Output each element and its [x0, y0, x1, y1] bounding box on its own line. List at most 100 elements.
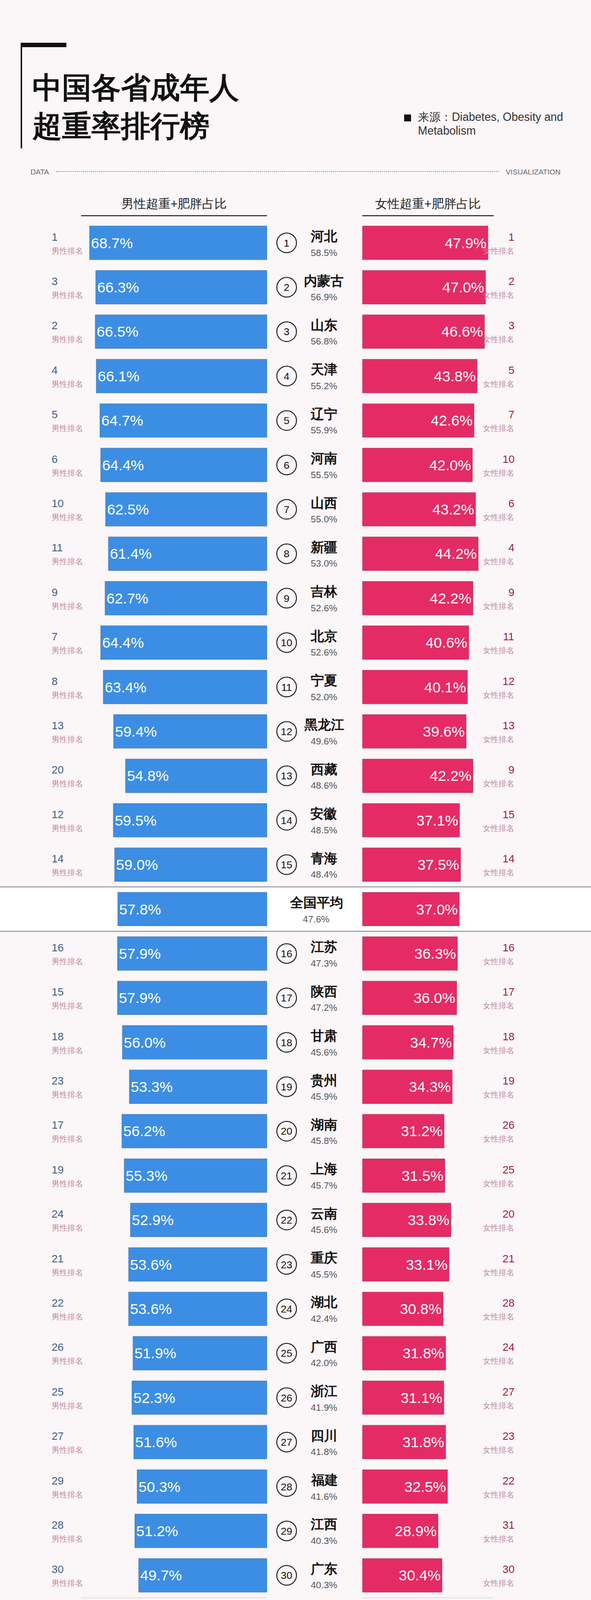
svg-text:28: 28 — [502, 1297, 515, 1310]
svg-text:21: 21 — [51, 1253, 64, 1266]
svg-text:4: 4 — [283, 370, 290, 383]
svg-text:男性排名: 男性排名 — [51, 868, 84, 878]
svg-text:上海: 上海 — [310, 1162, 338, 1178]
svg-text:24: 24 — [51, 1208, 64, 1221]
svg-text:30.8%: 30.8% — [399, 1301, 442, 1318]
svg-text:16: 16 — [502, 942, 515, 955]
svg-text:51.2%: 51.2% — [136, 1523, 178, 1540]
svg-text:47.3%: 47.3% — [310, 958, 338, 970]
svg-text:13: 13 — [280, 770, 293, 782]
svg-text:25: 25 — [51, 1386, 64, 1399]
svg-text:26: 26 — [502, 1119, 515, 1132]
svg-text:辽宁: 辽宁 — [310, 407, 338, 422]
svg-text:女性排名: 女性排名 — [482, 1446, 515, 1455]
svg-text:1: 1 — [51, 231, 58, 244]
svg-text:56.8%: 56.8% — [310, 336, 338, 347]
svg-text:20: 20 — [502, 1208, 515, 1221]
svg-text:47.0%: 47.0% — [442, 279, 485, 296]
svg-text:47.6%: 47.6% — [302, 914, 330, 925]
svg-text:37.5%: 37.5% — [417, 856, 460, 874]
svg-text:42.0%: 42.0% — [310, 1358, 338, 1369]
svg-text:女性排名: 女性排名 — [482, 1357, 515, 1366]
svg-text:4: 4 — [51, 364, 58, 377]
svg-text:51.6%: 51.6% — [135, 1434, 178, 1451]
svg-text:30: 30 — [51, 1564, 64, 1577]
svg-text:59.5%: 59.5% — [114, 812, 157, 829]
svg-text:32.5%: 32.5% — [404, 1479, 446, 1496]
svg-text:5: 5 — [51, 408, 58, 421]
svg-text:22: 22 — [502, 1475, 515, 1488]
svg-text:52.3%: 52.3% — [133, 1390, 176, 1407]
svg-text:贵州: 贵州 — [310, 1073, 338, 1089]
svg-text:女性排名: 女性排名 — [482, 1224, 515, 1233]
svg-text:7: 7 — [508, 408, 515, 421]
svg-text:43.2%: 43.2% — [432, 501, 474, 518]
svg-text:女性排名: 女性排名 — [482, 957, 515, 967]
svg-text:2: 2 — [283, 281, 290, 294]
svg-text:62.5%: 62.5% — [107, 501, 149, 518]
svg-text:男性排名: 男性排名 — [51, 1091, 84, 1100]
svg-text:男性排名: 男性排名 — [51, 1535, 84, 1544]
svg-text:57.9%: 57.9% — [118, 945, 161, 963]
svg-text:男性排名: 男性排名 — [51, 1180, 84, 1189]
svg-text:江苏: 江苏 — [310, 940, 338, 955]
svg-text:17: 17 — [51, 1119, 64, 1132]
svg-text:男性排名: 男性排名 — [51, 735, 84, 744]
svg-text:18: 18 — [51, 1031, 64, 1044]
svg-text:53.0%: 53.0% — [310, 558, 338, 569]
svg-text:男性排名: 男性排名 — [51, 380, 84, 389]
svg-text:59.0%: 59.0% — [116, 856, 158, 874]
svg-text:27: 27 — [502, 1386, 515, 1399]
svg-text:30.4%: 30.4% — [398, 1567, 441, 1585]
svg-text:女性排名: 女性排名 — [482, 1091, 515, 1100]
svg-text:62.7%: 62.7% — [106, 590, 149, 607]
svg-text:20: 20 — [51, 764, 64, 777]
svg-text:45.6%: 45.6% — [310, 1225, 338, 1236]
svg-text:10: 10 — [51, 497, 64, 510]
svg-text:26: 26 — [51, 1341, 64, 1355]
svg-text:女性排名: 女性排名 — [482, 735, 515, 744]
svg-text:山东: 山东 — [310, 318, 338, 333]
svg-text:男性排名: 男性排名 — [51, 291, 84, 300]
svg-text:64.4%: 64.4% — [102, 457, 145, 474]
svg-text:64.4%: 64.4% — [102, 634, 145, 651]
svg-text:女性排名: 女性排名 — [482, 1269, 515, 1278]
svg-text:9: 9 — [283, 592, 290, 605]
svg-text:新疆: 新疆 — [310, 540, 338, 556]
svg-text:5: 5 — [283, 414, 290, 427]
svg-text:女性排名: 女性排名 — [482, 1402, 515, 1411]
svg-text:男性排名: 男性排名 — [51, 1135, 84, 1144]
svg-text:女性排名: 女性排名 — [482, 1579, 515, 1589]
svg-text:45.6%: 45.6% — [310, 1047, 338, 1059]
svg-text:45.5%: 45.5% — [310, 1270, 338, 1281]
svg-text:27: 27 — [51, 1430, 64, 1444]
svg-text:30: 30 — [502, 1564, 515, 1577]
svg-text:女性排名: 女性排名 — [482, 646, 515, 655]
svg-text:66.3%: 66.3% — [97, 279, 140, 296]
svg-text:42.2%: 42.2% — [429, 590, 472, 607]
svg-text:浙江: 浙江 — [310, 1384, 338, 1400]
svg-text:49.7%: 49.7% — [140, 1567, 182, 1585]
svg-text:16: 16 — [280, 948, 293, 960]
svg-text:女性排名: 女性排名 — [482, 557, 515, 566]
svg-text:18: 18 — [502, 1031, 515, 1044]
svg-text:48.4%: 48.4% — [310, 869, 338, 881]
svg-text:16: 16 — [51, 942, 64, 955]
svg-text:女性排名: 女性排名 — [482, 291, 515, 300]
svg-text:男性排名: 男性排名 — [51, 824, 84, 833]
svg-text:27: 27 — [280, 1437, 293, 1449]
svg-text:23: 23 — [280, 1259, 293, 1271]
svg-text:23: 23 — [502, 1430, 515, 1444]
svg-text:男性排名: 男性排名 — [51, 779, 84, 789]
svg-text:61.4%: 61.4% — [109, 545, 152, 562]
svg-text:34.7%: 34.7% — [410, 1034, 452, 1052]
svg-text:53.6%: 53.6% — [129, 1301, 172, 1318]
svg-text:55.3%: 55.3% — [125, 1168, 168, 1185]
svg-text:42.4%: 42.4% — [310, 1314, 338, 1325]
svg-text:4: 4 — [508, 541, 515, 555]
svg-text:18: 18 — [280, 1037, 293, 1049]
svg-text:男性排名: 男性排名 — [51, 646, 84, 655]
svg-text:53.3%: 53.3% — [130, 1079, 173, 1096]
svg-text:北京: 北京 — [310, 629, 338, 645]
svg-text:55.9%: 55.9% — [310, 425, 338, 436]
